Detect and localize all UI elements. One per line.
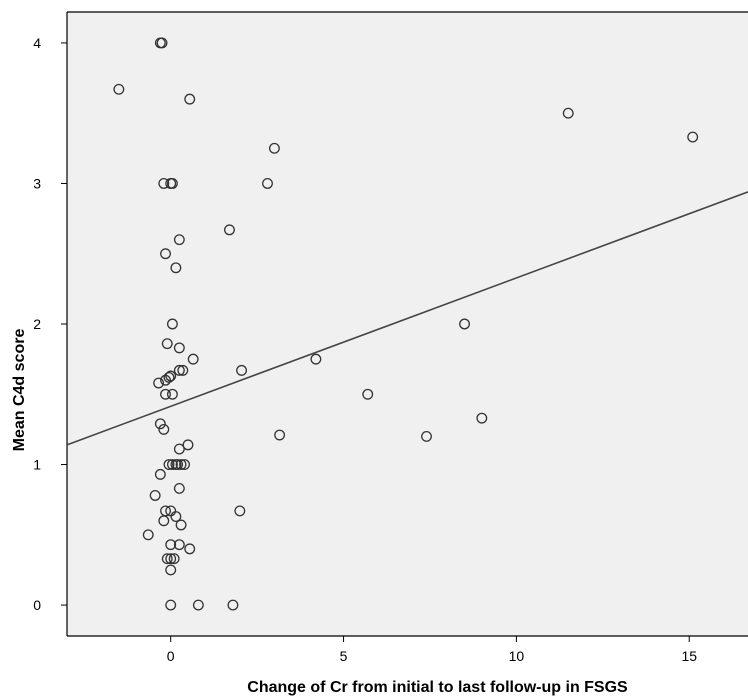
data-point <box>459 318 470 330</box>
data-point <box>274 429 286 441</box>
data-point <box>173 364 185 376</box>
data-point <box>175 459 187 470</box>
data-point <box>154 418 166 430</box>
data-point <box>177 364 189 376</box>
data-point <box>173 482 185 494</box>
data-point <box>165 553 177 565</box>
data-point <box>179 459 190 470</box>
fit-line <box>66 191 748 446</box>
data-point <box>262 178 273 189</box>
data-point <box>192 599 204 611</box>
data-point <box>173 234 185 246</box>
data-point <box>170 511 182 522</box>
data-point <box>165 599 177 611</box>
data-point <box>236 364 248 376</box>
data-point <box>161 553 173 565</box>
data-point <box>158 515 170 527</box>
data-point <box>184 543 196 555</box>
data-point <box>227 599 239 611</box>
data-point <box>142 529 154 541</box>
y-tick-label: 4 <box>33 35 41 51</box>
data-point <box>476 412 488 424</box>
data-point <box>153 377 165 389</box>
x-tick-label: 10 <box>509 648 525 664</box>
data-point <box>234 505 246 517</box>
data-point <box>165 564 177 576</box>
x-tick-label: 0 <box>167 648 175 664</box>
data-point <box>175 519 187 531</box>
x-tick-label: 15 <box>681 648 697 664</box>
data-point <box>166 459 178 470</box>
data-point <box>173 342 185 354</box>
data-point <box>165 539 177 551</box>
data-points <box>113 37 699 611</box>
data-point <box>163 459 175 470</box>
data-point <box>562 107 574 119</box>
data-point <box>156 37 168 49</box>
data-point <box>268 142 280 154</box>
data-point <box>168 553 180 565</box>
data-point <box>362 388 374 400</box>
data-point <box>170 262 182 274</box>
data-point <box>173 539 185 551</box>
data-point <box>160 374 171 386</box>
data-point <box>182 439 194 451</box>
data-point <box>113 83 125 95</box>
data-point <box>224 224 235 236</box>
data-point <box>310 353 322 365</box>
plot-area <box>67 12 748 636</box>
data-point <box>421 430 432 442</box>
data-point <box>158 178 170 189</box>
data-point <box>154 468 166 480</box>
data-point <box>161 338 173 350</box>
data-point <box>187 353 199 365</box>
data-point <box>158 423 170 435</box>
data-point <box>184 93 196 105</box>
y-tick-label: 3 <box>33 175 41 191</box>
y-tick-label: 1 <box>33 457 41 473</box>
data-point <box>160 248 171 260</box>
fit-line-group <box>66 191 748 446</box>
data-point <box>166 388 178 400</box>
x-axis-title: Change of Cr from initial to last follow… <box>247 679 628 696</box>
x-tick-label: 5 <box>340 648 348 664</box>
data-point <box>149 490 161 501</box>
data-point <box>687 131 699 143</box>
data-point <box>160 388 171 400</box>
axes: 0 5 10 15 0 1 2 3 4 <box>33 11 748 664</box>
data-point <box>173 443 185 455</box>
data-point <box>166 178 178 189</box>
data-point <box>172 459 184 470</box>
y-tick-label: 2 <box>33 316 41 332</box>
y-tick-label: 0 <box>33 597 41 613</box>
y-axis-title: Mean C4d score <box>11 329 28 452</box>
data-point <box>166 318 178 330</box>
data-point <box>163 371 175 383</box>
